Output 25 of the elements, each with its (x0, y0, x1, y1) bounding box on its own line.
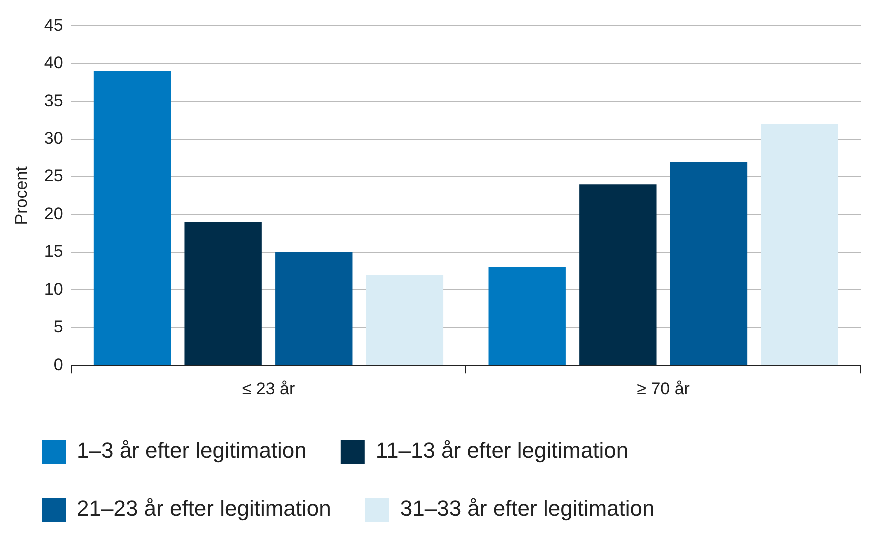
bar (580, 184, 657, 366)
bar (670, 162, 748, 366)
y-tick-label: 45 (44, 16, 64, 35)
y-tick-label: 40 (44, 54, 64, 73)
legend-label: 21–23 år efter legitimation (77, 496, 332, 522)
x-tick-label: ≤ 23 år (242, 379, 296, 398)
legend-label: 11–13 år efter legitimation (376, 438, 629, 464)
bar (488, 268, 566, 366)
bar (761, 124, 838, 366)
y-tick-label: 5 (54, 318, 64, 337)
y-axis-title: Procent (12, 166, 31, 226)
legend-label: 31–33 år efter legitimation (400, 496, 655, 522)
bar (94, 71, 172, 366)
y-tick-label: 35 (44, 91, 64, 110)
y-tick-label: 20 (44, 204, 64, 224)
y-tick-label: 0 (54, 355, 64, 374)
bar (366, 275, 444, 366)
legend-label: 1–3 år efter legitimation (77, 438, 307, 464)
y-tick-label: 25 (44, 166, 64, 186)
y-tick-label: 30 (44, 129, 64, 148)
bar (276, 252, 353, 366)
y-tick-label: 15 (44, 242, 64, 262)
y-tick-label: 10 (44, 280, 64, 299)
bar (184, 222, 262, 366)
x-tick-label: ≥ 70 år (637, 379, 690, 398)
